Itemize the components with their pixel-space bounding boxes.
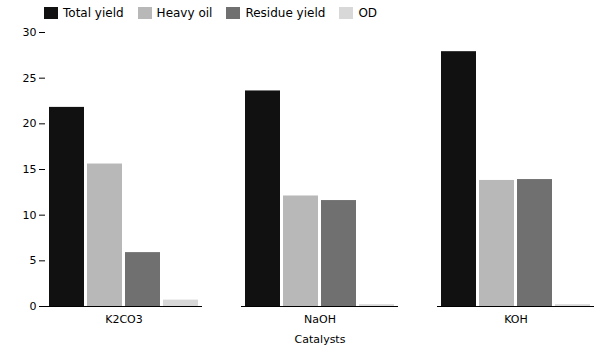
svg-text:25: 25 — [23, 72, 37, 85]
svg-text:0: 0 — [30, 300, 37, 313]
html-text:Residue yield: Residue yield — [245, 6, 326, 20]
svg-text:K2CO3: K2CO3 — [105, 313, 143, 326]
svg-text:10: 10 — [23, 209, 37, 222]
html-text:Heavy oil: Heavy oil — [156, 6, 213, 20]
svg-text:15: 15 — [23, 163, 37, 176]
svg-text:NaOH: NaOH — [304, 313, 336, 326]
svg-text:20: 20 — [23, 117, 37, 130]
svg-text:Catalysts: Catalysts — [295, 333, 346, 346]
html-text:OD: OD — [358, 6, 378, 20]
svg-text:30: 30 — [23, 26, 37, 39]
html-text:Total yield: Total yield — [63, 6, 124, 20]
svg-text:KOH: KOH — [504, 313, 528, 326]
svg-text:5: 5 — [30, 254, 37, 267]
